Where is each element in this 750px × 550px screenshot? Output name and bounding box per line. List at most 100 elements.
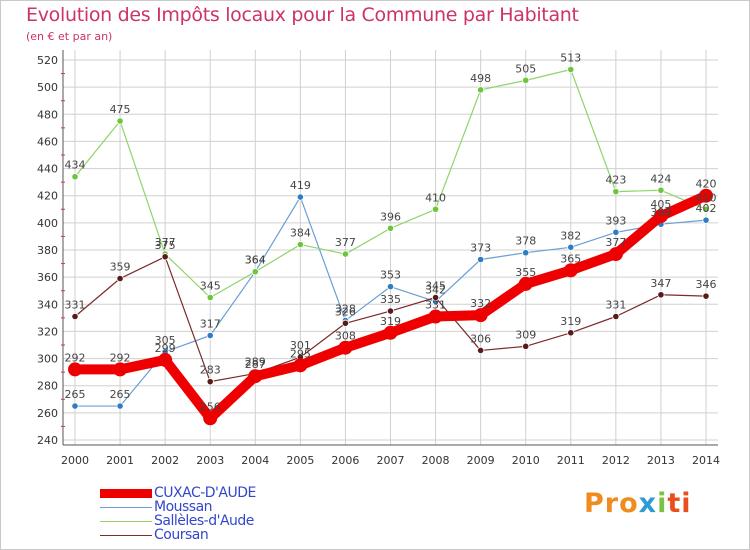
data-label-1: 419 [290, 179, 311, 192]
y-tick-label: 500 [37, 81, 58, 94]
data-label-2: 498 [470, 72, 491, 85]
data-label-0: 332 [470, 297, 491, 310]
data-label-1: 305 [155, 334, 176, 347]
data-point-0 [518, 276, 533, 291]
y-tick-label: 380 [37, 244, 58, 257]
data-label-1: 393 [605, 214, 626, 227]
data-label-3: 346 [696, 278, 717, 291]
y-tick-label: 300 [37, 353, 58, 366]
x-tick-label: 2013 [647, 454, 675, 467]
data-label-1: 353 [380, 269, 401, 282]
data-label-3: 331 [605, 299, 626, 312]
data-point-2 [206, 293, 214, 302]
data-label-0: 308 [335, 330, 356, 343]
data-point-0 [699, 188, 713, 203]
data-label-2: 396 [380, 210, 401, 223]
data-label-0: 331 [425, 299, 446, 312]
y-tick-label: 400 [37, 217, 58, 230]
data-point-3 [71, 312, 79, 321]
x-tick-label: 2012 [602, 454, 630, 467]
data-label-2: 345 [200, 280, 221, 293]
x-tick-label: 2001 [106, 454, 134, 467]
data-point-0 [113, 362, 128, 377]
data-point-2 [341, 250, 350, 258]
legend-swatch-cuxac [100, 489, 152, 498]
data-point-2 [657, 186, 665, 194]
chart-subtitle: (en € et par an) [26, 30, 113, 43]
data-point-0 [68, 362, 82, 377]
x-tick-label: 2007 [377, 454, 405, 467]
x-tick-label: 2005 [286, 454, 314, 467]
legend-label-moussan: Moussan [154, 499, 213, 515]
data-point-3 [657, 291, 665, 299]
data-label-1: 328 [335, 303, 356, 316]
data-label-0: 420 [696, 178, 717, 191]
legend-swatch-moussan [100, 507, 152, 508]
data-point-0 [158, 352, 173, 367]
y-tick-label: 320 [37, 325, 58, 338]
x-tick-label: 2011 [557, 454, 585, 467]
data-point-1 [702, 216, 710, 224]
y-tick-label: 360 [37, 271, 58, 284]
data-point-1 [386, 283, 395, 291]
data-point-3 [386, 307, 395, 315]
data-label-3: 347 [650, 277, 671, 290]
data-label-3: 326 [335, 305, 356, 318]
data-label-2: 364 [245, 254, 266, 267]
data-label-0: 292 [65, 351, 86, 364]
data-point-0 [383, 325, 398, 340]
data-point-1 [71, 402, 79, 410]
data-label-1: 402 [696, 202, 717, 215]
x-tick-label: 2006 [331, 454, 359, 467]
data-label-2: 410 [696, 191, 717, 204]
data-point-0 [608, 247, 623, 262]
data-label-0: 377 [605, 236, 626, 249]
data-point-0 [338, 340, 353, 355]
data-point-2 [477, 86, 485, 94]
data-point-2 [522, 76, 530, 84]
y-tick-label: 260 [37, 407, 58, 420]
data-point-3 [116, 274, 124, 283]
data-point-3 [567, 329, 575, 337]
data-label-0: 299 [155, 342, 176, 355]
proxiti-logo: Proxiti [584, 488, 692, 519]
data-label-1: 317 [200, 318, 221, 331]
data-label-1: 364 [245, 254, 266, 267]
data-point-0 [203, 411, 218, 426]
x-tick-label: 2000 [61, 454, 89, 467]
y-tick-label: 460 [37, 135, 58, 148]
data-label-2: 513 [560, 52, 581, 65]
data-label-1: 373 [470, 242, 491, 255]
data-label-0: 319 [380, 315, 401, 328]
data-label-0: 355 [515, 266, 536, 279]
data-label-3: 335 [380, 293, 401, 306]
data-point-0 [248, 369, 263, 384]
data-label-3: 301 [290, 339, 311, 352]
data-label-0: 287 [245, 358, 266, 371]
data-label-3: 319 [560, 315, 581, 328]
data-point-0 [563, 263, 578, 278]
data-point-0 [653, 209, 668, 224]
x-tick-label: 2010 [512, 454, 540, 467]
data-label-3: 306 [470, 332, 491, 345]
data-label-2: 434 [65, 159, 86, 172]
legend-label-salleles: Sallèles-d'Aude [154, 513, 254, 529]
data-point-2 [567, 65, 575, 74]
data-point-1 [612, 228, 620, 236]
y-tick-label: 480 [37, 108, 58, 121]
legend-swatch-coursan [100, 535, 152, 536]
legend-label-cuxac: CUXAC-D'AUDE [154, 485, 256, 501]
legend-label-coursan: Coursan [154, 527, 209, 543]
data-point-2 [116, 117, 124, 125]
data-label-3: 289 [245, 356, 266, 369]
data-point-3 [431, 293, 440, 302]
x-tick-label: 2014 [692, 454, 720, 467]
x-tick-label: 2009 [467, 454, 495, 467]
data-label-0: 295 [290, 347, 311, 360]
data-point-2 [612, 188, 620, 196]
y-tick-label: 520 [37, 54, 58, 67]
data-point-0 [428, 309, 443, 324]
data-point-1 [522, 249, 530, 257]
